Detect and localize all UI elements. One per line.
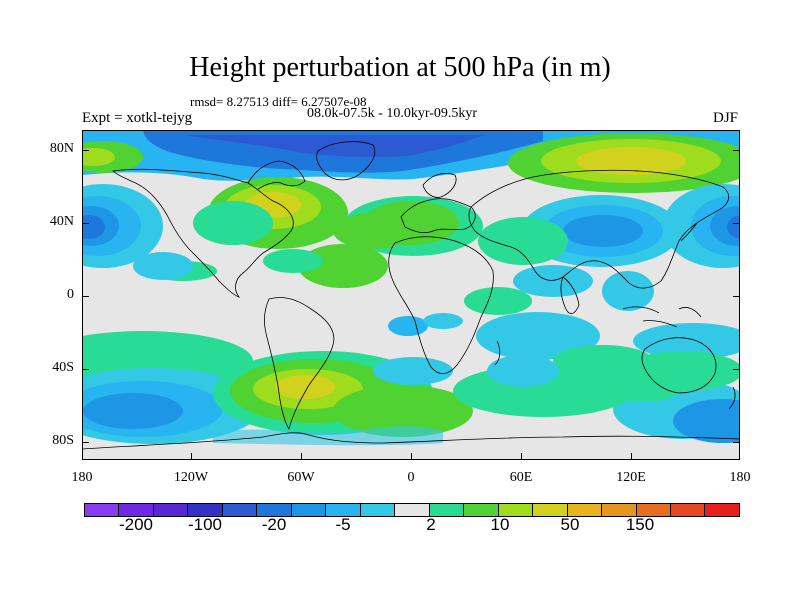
lat-tick — [733, 296, 740, 297]
colorbar-label: 2 — [426, 515, 436, 534]
period-label: 08.0k-07.5k - 10.0kyr-09.5kyr — [307, 106, 478, 121]
lon-tick — [191, 453, 192, 460]
coastline-layer — [83, 141, 739, 450]
colorbar-segment — [533, 504, 568, 516]
colorbar-segment — [153, 504, 189, 516]
lat-label: 40S — [52, 360, 74, 375]
stats-line: rmsd= 8.27513 diff= 6.27507e-08 — [190, 94, 367, 109]
lat-label: 80N — [49, 141, 74, 156]
colorbar-segment — [602, 504, 637, 516]
lon-label: 120W — [173, 470, 209, 485]
colorbar-segment — [567, 504, 603, 516]
lat-label: 80S — [52, 433, 74, 448]
colorbar-label: -20 — [261, 515, 287, 534]
colorbar — [84, 503, 740, 517]
colorbar-segment — [85, 504, 120, 516]
lat-tick — [82, 223, 89, 224]
colorbar-label: -5 — [335, 515, 351, 534]
lat-tick — [733, 442, 740, 443]
lat-tick — [82, 442, 89, 443]
colorbar-segment — [464, 504, 499, 516]
map-svg — [83, 131, 739, 459]
colorbar-segment — [360, 504, 396, 516]
lon-label: 120E — [616, 470, 646, 485]
season-label: DJF — [713, 110, 739, 126]
lon-label: 180 — [71, 470, 93, 485]
lon-tick — [301, 453, 302, 460]
colorbar-segment — [326, 504, 361, 516]
lat-tick — [82, 150, 89, 151]
lat-tick — [82, 369, 89, 370]
colorbar-segment — [395, 504, 430, 516]
lon-tick — [521, 453, 522, 460]
lon-tick — [631, 453, 632, 460]
colorbar-segment — [498, 504, 534, 516]
lat-label: 40N — [49, 214, 74, 229]
lon-label: 0 — [407, 470, 415, 485]
colorbar-segment — [429, 504, 465, 516]
colorbar-label: -200 — [118, 515, 154, 534]
colorbar-label: 50 — [560, 515, 580, 534]
colorbar-segment — [705, 504, 739, 516]
colorbar-segment — [222, 504, 258, 516]
experiment-label: Expt = xotkl-tejyg — [82, 110, 193, 126]
colorbar-label: 10 — [490, 515, 510, 534]
height-perturbation-map — [82, 130, 740, 460]
lon-label: 60W — [287, 470, 315, 485]
colorbar-segment — [257, 504, 292, 516]
contour-fill-layer — [83, 131, 739, 446]
lat-tick — [733, 150, 740, 151]
colorbar-label: 150 — [625, 515, 655, 534]
colorbar-segment — [670, 504, 706, 516]
chart-title: Height perturbation at 500 hPa (in m) — [189, 52, 611, 83]
lat-tick — [733, 223, 740, 224]
colorbar-segment — [188, 504, 223, 516]
lon-label: 60E — [509, 470, 533, 485]
lat-tick — [733, 369, 740, 370]
lat-tick — [82, 296, 89, 297]
lon-tick — [411, 453, 412, 460]
colorbar-label: -100 — [187, 515, 223, 534]
colorbar-segment — [291, 504, 327, 516]
lat-label: 0 — [67, 287, 74, 302]
lon-label: 180 — [729, 470, 751, 485]
colorbar-segment — [636, 504, 671, 516]
colorbar-segment — [119, 504, 154, 516]
